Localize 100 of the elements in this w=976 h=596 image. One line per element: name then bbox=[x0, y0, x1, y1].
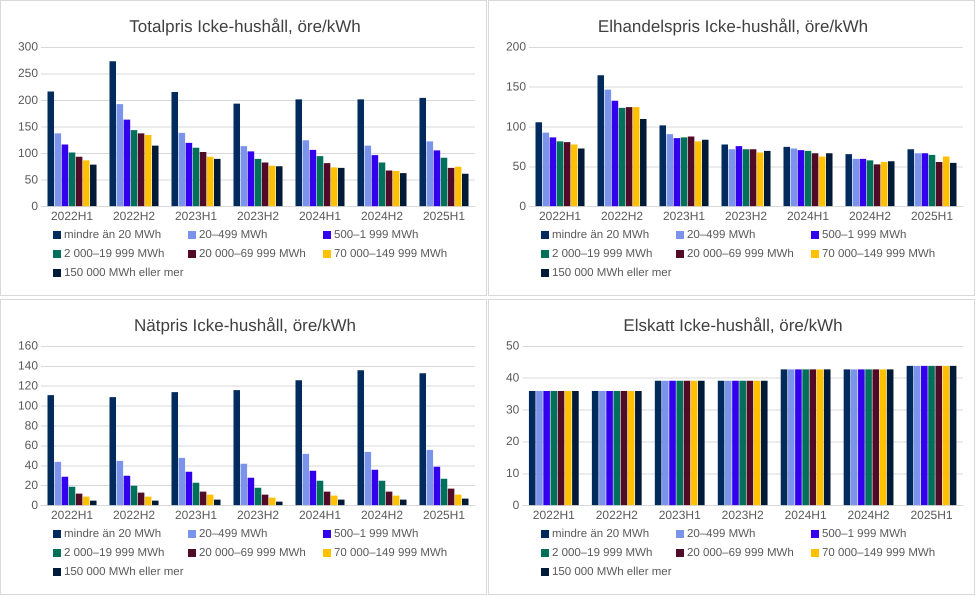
legend-label: 20–499 MWh bbox=[687, 528, 756, 540]
legend-label: mindre än 20 MWh bbox=[552, 528, 650, 540]
bar bbox=[138, 133, 144, 206]
bar bbox=[742, 149, 750, 206]
legend-label: mindre än 20 MWh bbox=[64, 528, 162, 540]
bar bbox=[206, 494, 214, 506]
bar bbox=[865, 369, 872, 506]
x-tick-label: 2022H2 bbox=[112, 508, 156, 522]
bar bbox=[928, 366, 935, 506]
bar bbox=[860, 158, 866, 206]
y-tick-label: 20 bbox=[506, 434, 520, 448]
bar bbox=[295, 380, 302, 506]
bar bbox=[178, 458, 186, 506]
bar bbox=[674, 138, 680, 206]
bar bbox=[392, 496, 400, 506]
legend-label: 150 000 MWh eller mer bbox=[64, 267, 184, 279]
bar bbox=[254, 488, 262, 506]
bar bbox=[76, 156, 82, 206]
bar bbox=[144, 134, 152, 206]
bar bbox=[116, 104, 124, 206]
y-tick-label: 80 bbox=[24, 418, 38, 432]
bar bbox=[248, 151, 254, 206]
bar bbox=[268, 498, 276, 506]
legend-label: 500–1 999 MWh bbox=[822, 528, 906, 540]
legend-label: 70 000–149 999 MWh bbox=[334, 248, 448, 260]
bar bbox=[702, 140, 709, 206]
y-tick-label: 120 bbox=[18, 378, 38, 393]
legend-label: 20 000–69 999 MWh bbox=[687, 248, 794, 260]
bar bbox=[845, 154, 852, 206]
y-tick-label: 140 bbox=[18, 358, 38, 373]
bar bbox=[680, 137, 688, 206]
bar bbox=[570, 144, 578, 206]
bar bbox=[62, 144, 68, 206]
bar bbox=[606, 390, 613, 506]
x-tick-label: 2023H1 bbox=[662, 209, 706, 224]
bar bbox=[434, 150, 440, 206]
bar bbox=[262, 162, 268, 206]
y-tick-label: 100 bbox=[18, 398, 38, 412]
x-tick-label: 2023H2 bbox=[724, 209, 768, 224]
bar bbox=[357, 99, 364, 206]
bar bbox=[640, 119, 647, 206]
x-tick-label: 2024H2 bbox=[848, 209, 892, 224]
bar bbox=[419, 373, 426, 506]
bar bbox=[152, 146, 159, 206]
bar bbox=[316, 156, 324, 206]
bar bbox=[240, 146, 248, 206]
x-tick-label: 2025H1 bbox=[422, 508, 466, 522]
bar bbox=[536, 122, 542, 206]
bar bbox=[760, 380, 768, 506]
bar bbox=[214, 158, 221, 206]
bar bbox=[635, 390, 642, 506]
bar bbox=[454, 166, 462, 206]
bar bbox=[76, 494, 82, 506]
legend-label: 70 000–149 999 MWh bbox=[334, 547, 448, 559]
x-tick-label: 2022H2 bbox=[596, 508, 638, 522]
bar bbox=[874, 164, 880, 206]
bar bbox=[426, 141, 434, 206]
bar bbox=[54, 133, 62, 206]
bar bbox=[310, 150, 316, 206]
x-tick-label: 2023H1 bbox=[174, 508, 218, 522]
bar bbox=[728, 149, 736, 206]
bar bbox=[698, 380, 705, 506]
x-tick-label: 2023H2 bbox=[236, 209, 280, 224]
chart-title: Elskatt Icke-hushåll, öre/kWh bbox=[623, 316, 843, 335]
bar bbox=[669, 380, 676, 506]
bar bbox=[914, 153, 922, 206]
bar bbox=[826, 153, 833, 206]
bar bbox=[276, 166, 283, 206]
bar bbox=[178, 132, 186, 206]
bar bbox=[233, 104, 240, 206]
y-tick-label: 0 bbox=[31, 198, 38, 213]
bar bbox=[262, 494, 268, 506]
bar bbox=[721, 144, 728, 206]
bar bbox=[746, 380, 754, 506]
bar bbox=[718, 380, 724, 506]
bar bbox=[310, 470, 316, 506]
bar bbox=[372, 155, 378, 206]
bar bbox=[550, 137, 556, 206]
y-tick-label: 100 bbox=[506, 119, 526, 134]
bar bbox=[788, 369, 795, 506]
bar bbox=[558, 390, 564, 506]
bar bbox=[110, 397, 116, 506]
bar bbox=[795, 369, 802, 506]
bar bbox=[880, 162, 888, 206]
bar bbox=[268, 166, 276, 206]
bar bbox=[454, 494, 462, 506]
y-tick-label: 20 bbox=[24, 478, 38, 492]
x-tick-label: 2022H1 bbox=[532, 508, 576, 522]
bar bbox=[921, 366, 928, 506]
bar bbox=[528, 390, 536, 506]
bar bbox=[172, 392, 178, 506]
bar bbox=[295, 99, 302, 206]
bar bbox=[578, 148, 585, 206]
bar bbox=[448, 168, 454, 206]
y-tick-label: 0 bbox=[519, 198, 526, 213]
bar bbox=[750, 149, 756, 206]
bar bbox=[364, 452, 372, 506]
bar bbox=[186, 472, 192, 506]
legend-label: 500–1 999 MWh bbox=[334, 229, 418, 241]
bar bbox=[200, 492, 206, 506]
